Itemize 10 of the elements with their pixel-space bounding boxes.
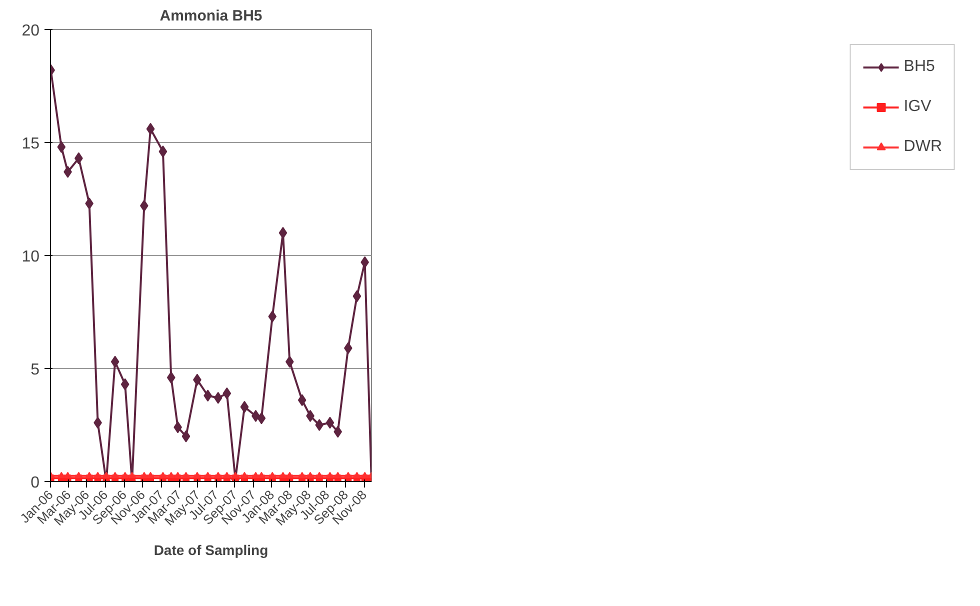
x-axis-title: Date of Sampling: [154, 542, 268, 558]
y-tick-label: 15: [22, 136, 40, 152]
legend-label: BH5: [904, 58, 935, 76]
y-tick-label: 0: [30, 474, 40, 492]
y-tick-label: 20: [22, 22, 40, 40]
legend-label: IGV: [904, 98, 932, 116]
chart-title: Ammonia BH5: [160, 8, 262, 24]
y-tick-label: 10: [22, 248, 40, 266]
y-tick-label: 5: [30, 362, 40, 378]
legend-label: DWR: [904, 138, 942, 156]
